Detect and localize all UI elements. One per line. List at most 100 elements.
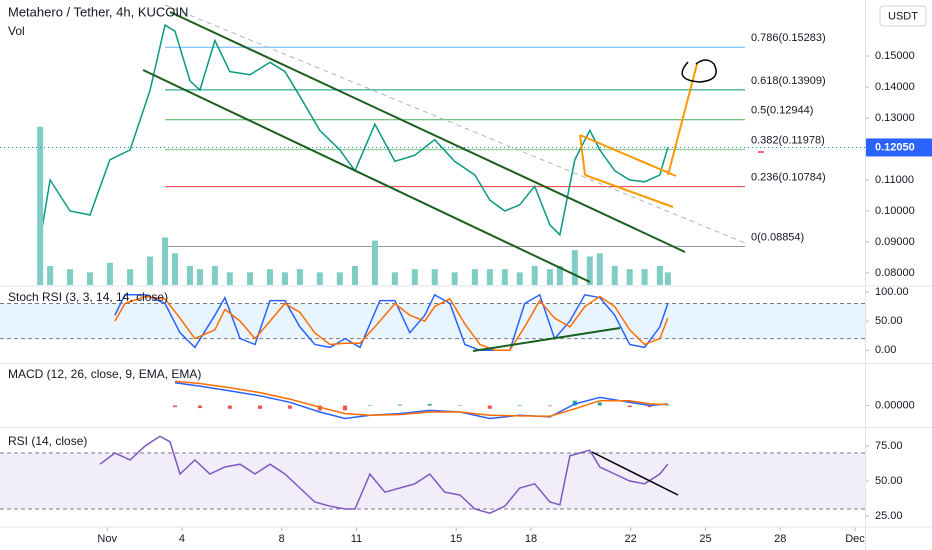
y-tick-label: 0.08000: [875, 267, 915, 279]
chart-title: Metahero / Tether, 4h, KUCOIN: [8, 4, 188, 19]
volume-bar: [516, 272, 523, 285]
level-band: [0, 452, 865, 510]
fib-label: 0.786(0.15283): [751, 32, 826, 44]
series-line: [174, 382, 668, 420]
y-tick-label: 50.00: [875, 315, 903, 327]
volume-bar: [86, 272, 93, 285]
histogram-bar: [572, 400, 577, 406]
x-tick-label: Nov: [97, 533, 117, 545]
y-tick-label: 0.00000: [875, 399, 915, 411]
last-price-label: 0.12050: [875, 141, 915, 153]
volume-bar: [471, 269, 478, 285]
histogram-bar: [367, 405, 372, 407]
channel-lower: [142, 69, 591, 283]
volume-bar: [371, 240, 378, 285]
y-tick-label: 25.00: [875, 510, 903, 522]
x-tick-label: 8: [279, 533, 285, 545]
stoch-title: Stoch RSI (3, 3, 14, 14, close): [8, 290, 168, 304]
flag-pole: [579, 134, 586, 176]
panel: [0, 293, 865, 352]
currency-button[interactable]: [879, 5, 927, 27]
x-tick-label: 15: [450, 533, 462, 545]
volume-bar: [556, 266, 563, 285]
volume-bar: [571, 250, 578, 285]
series-line: [114, 293, 669, 352]
volume-bar: [67, 269, 74, 285]
volume-bar: [546, 269, 553, 285]
x-tick-label: 18: [525, 533, 537, 545]
histogram-bar: [397, 404, 402, 406]
y-tick-label: 0.09000: [875, 236, 915, 248]
volume-bar: [37, 126, 44, 285]
histogram-bar: [197, 405, 202, 409]
x-tick-label: 11: [351, 533, 362, 545]
volume-bar: [211, 266, 218, 285]
channel-upper: [169, 11, 686, 253]
rsi-trendline: [591, 451, 679, 496]
histogram-bar: [172, 405, 177, 408]
fib-label: 0.236(0.10784): [751, 172, 826, 184]
y-tick-label: 0.11000: [875, 174, 914, 186]
volume-bar: [196, 269, 203, 285]
fib-label: 0.618(0.13909): [751, 75, 826, 87]
histogram-bar: [287, 405, 292, 409]
histogram-bar: [517, 404, 522, 406]
histogram-bar: [647, 405, 652, 408]
target-circle: [681, 59, 717, 83]
volume-bar: [281, 272, 288, 285]
histogram-bar: [457, 405, 462, 407]
volume-bar: [431, 269, 438, 285]
volume-bar: [586, 256, 593, 285]
histogram-bar: [547, 405, 552, 407]
volume-bar: [266, 269, 273, 285]
y-tick-label: 0.13000: [875, 112, 915, 124]
fib-label: 0(0.08854): [751, 231, 804, 243]
dashed-trendline: [164, 4, 746, 244]
volume-bar: [451, 272, 458, 285]
volume-bar: [596, 253, 603, 285]
volume-bar: [171, 253, 178, 285]
panel: [0, 23, 865, 285]
volume-bar: [656, 266, 663, 285]
volume-bar: [147, 256, 154, 285]
fib-label: 0.382(0.11978): [751, 135, 825, 147]
y-tick-label: 50.00: [875, 475, 903, 487]
volume-bar: [127, 269, 134, 285]
volume-bar: [351, 266, 358, 285]
histogram-bar: [487, 405, 492, 409]
series-line: [174, 380, 668, 417]
volume-bar: [486, 269, 493, 285]
x-tick-label: 28: [774, 533, 786, 545]
volume-bar: [316, 272, 323, 285]
y-tick-label: 0.00: [875, 344, 896, 356]
flag-upper: [579, 134, 677, 177]
currency-label[interactable]: USDT: [888, 10, 918, 22]
volume-bar: [626, 269, 633, 285]
volume-bar: [641, 269, 648, 285]
histogram-bar: [427, 403, 432, 406]
last-price-box: [866, 138, 932, 157]
series-line: [114, 295, 669, 352]
panel: [0, 435, 865, 514]
y-tick-label: 0.14000: [875, 81, 915, 93]
volume-bar: [391, 272, 398, 285]
volume-bar: [162, 237, 169, 285]
y-tick-label: 0.15000: [875, 50, 915, 62]
y-tick-label: 100.00: [875, 286, 909, 298]
flag-lower: [584, 174, 674, 208]
histogram-bar: [227, 405, 232, 409]
stoch-trendline: [472, 327, 621, 352]
volume-bar: [47, 266, 54, 285]
x-tick-label: Dec: [845, 533, 865, 545]
fib-label: 0.5(0.12944): [751, 105, 813, 117]
volume-bar: [247, 272, 254, 285]
histogram-bar: [257, 405, 262, 409]
volume-bar: [296, 269, 303, 285]
histogram-bar: [597, 402, 602, 406]
x-tick-label: 4: [179, 533, 185, 545]
histogram-bar: [665, 404, 670, 406]
volume-bar: [411, 269, 418, 285]
target-arrow: [667, 63, 698, 176]
volume-bar: [226, 272, 233, 285]
